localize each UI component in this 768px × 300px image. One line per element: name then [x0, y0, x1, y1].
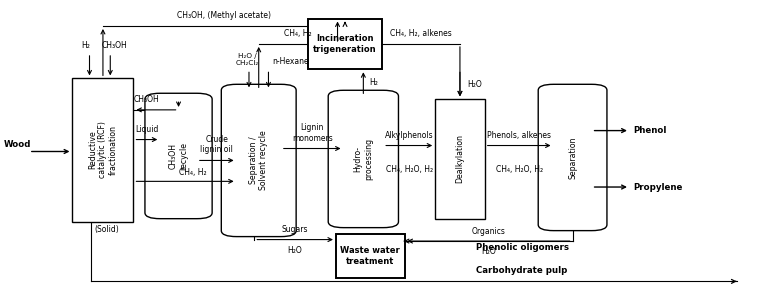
Bar	[308, 19, 382, 69]
Text: Sugars: Sugars	[282, 225, 308, 234]
Text: Dealkylation: Dealkylation	[455, 134, 465, 184]
Text: CH₃OH
recycle: CH₃OH recycle	[169, 142, 188, 170]
Text: Hydro-
processing: Hydro- processing	[353, 138, 373, 180]
Text: CH₄, H₂: CH₄, H₂	[284, 29, 312, 38]
Text: CH₃OH: CH₃OH	[134, 95, 160, 104]
FancyBboxPatch shape	[221, 84, 296, 237]
Text: H₂O: H₂O	[468, 80, 482, 89]
Text: H₂: H₂	[81, 41, 90, 50]
Text: n-Hexane: n-Hexane	[273, 57, 309, 66]
Text: (Solid): (Solid)	[94, 225, 119, 234]
Text: Separation /
Solvent recycle: Separation / Solvent recycle	[249, 130, 269, 190]
Bar	[336, 234, 405, 278]
Bar	[72, 78, 134, 222]
Text: Organics: Organics	[472, 227, 505, 236]
Text: CH₄, H₂O, H₂: CH₄, H₂O, H₂	[495, 165, 543, 174]
Text: Phenol: Phenol	[634, 126, 667, 135]
Text: Liquid: Liquid	[135, 124, 158, 134]
Text: Lignin
monomers: Lignin monomers	[292, 123, 333, 142]
Text: CH₄, H₂: CH₄, H₂	[179, 168, 207, 177]
Text: CH₄, H₂O, H₂: CH₄, H₂O, H₂	[386, 165, 432, 174]
Text: CH₄, H₂, alkenes: CH₄, H₂, alkenes	[390, 29, 452, 38]
Text: Crude
lignin oil: Crude lignin oil	[200, 135, 233, 154]
Text: H₂: H₂	[369, 78, 379, 87]
Text: H₂O /
CH₂Cl₂: H₂O / CH₂Cl₂	[236, 53, 259, 66]
Text: Waste water
treatment: Waste water treatment	[340, 246, 400, 266]
Text: H₂O: H₂O	[482, 247, 496, 256]
Text: CH₃OH: CH₃OH	[101, 41, 127, 50]
Bar	[435, 99, 485, 219]
Text: Wood: Wood	[4, 140, 31, 148]
FancyBboxPatch shape	[328, 90, 399, 228]
FancyBboxPatch shape	[145, 93, 212, 219]
Text: CH₃OH, (Methyl acetate): CH₃OH, (Methyl acetate)	[177, 11, 271, 20]
Text: Propylene: Propylene	[634, 182, 683, 191]
Text: Alkylphenols: Alkylphenols	[385, 130, 433, 140]
Text: H₂O: H₂O	[288, 245, 303, 254]
Text: Phenolic oligomers: Phenolic oligomers	[475, 242, 568, 251]
Text: Incineration
trigeneration: Incineration trigeneration	[313, 34, 377, 54]
Text: Carbohydrate pulp: Carbohydrate pulp	[475, 266, 567, 275]
FancyBboxPatch shape	[538, 84, 607, 231]
Text: Reductive
catalytic (RCF)
fractionation: Reductive catalytic (RCF) fractionation	[88, 122, 118, 178]
Text: Phenols, alkenes: Phenols, alkenes	[487, 130, 551, 140]
Text: Separation: Separation	[568, 136, 577, 179]
